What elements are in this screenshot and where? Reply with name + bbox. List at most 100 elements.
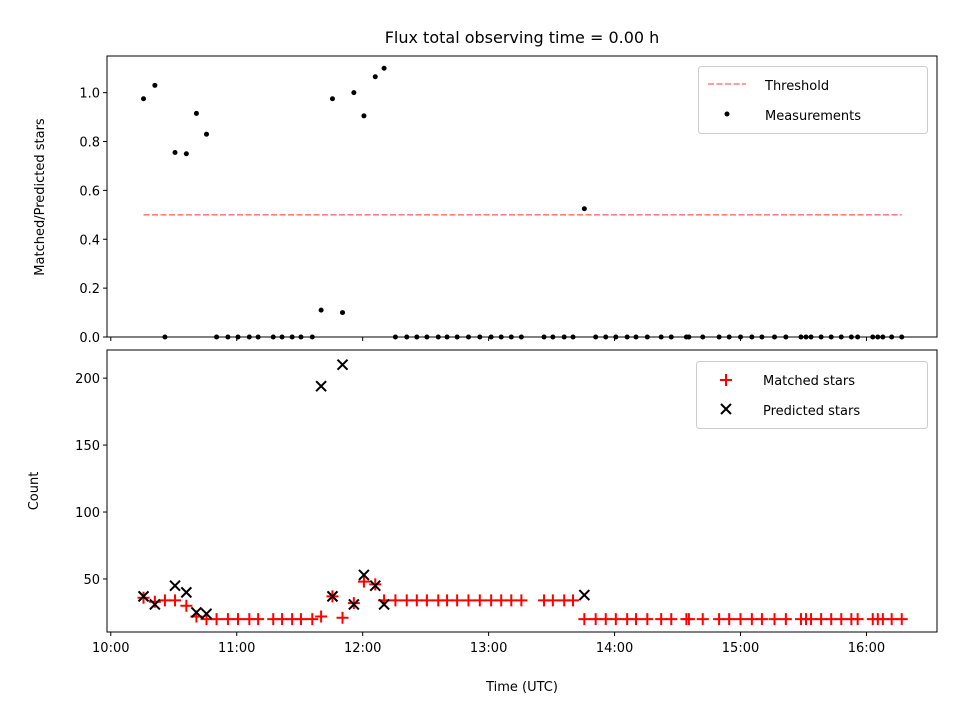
matched-star-point (252, 613, 265, 626)
predicted-star-point (369, 579, 381, 592)
top-axes: 0.0 0.2 0.4 0.6 0.8 1.0 (79, 55, 938, 346)
legend-measurements-label: Measurements (765, 109, 861, 124)
matched-star-point (210, 613, 223, 626)
matched-star-point (441, 594, 454, 607)
legend-matched-label: Matched stars (763, 374, 855, 389)
measurement-point (318, 307, 324, 313)
x-tick-label: 13:00 (470, 641, 507, 656)
matched-star-point (389, 594, 402, 607)
x-tick-label: 11:00 (218, 641, 255, 656)
y-tick-label: 150 (75, 439, 100, 454)
predicted-star-point (358, 569, 370, 581)
matched-star-point (578, 613, 591, 626)
matched-star-point (462, 594, 475, 607)
matched-star-point (169, 594, 182, 607)
matched-star-point (485, 594, 498, 607)
legend-predicted-label: Predicted stars (763, 404, 860, 419)
x-tick-label: 12:00 (344, 641, 381, 656)
matched-star-point (546, 594, 559, 607)
measurement-point (361, 113, 367, 119)
y-tick-label: 0.0 (79, 331, 100, 346)
matched-star-point (655, 613, 668, 626)
y-tick-label: 0.6 (79, 184, 100, 199)
bottom-axes: 50 100 150 200 10:00 11:00 12:00 13:00 14:00 15:0… (75, 349, 938, 656)
predicted-star-point (200, 608, 213, 620)
matched-star-point (231, 613, 244, 626)
predicted-star-point (336, 359, 349, 371)
axes-frame (106, 349, 938, 633)
measurement-point (381, 65, 387, 71)
matched-star-point (779, 613, 792, 626)
y-tick-label: 0.8 (79, 136, 100, 151)
bottom-legend: Matched stars Predicted stars (696, 361, 928, 429)
predicted-star-point (378, 598, 390, 611)
matched-star-point (599, 613, 612, 626)
y-tick-label: 50 (83, 573, 100, 588)
matched-star-point (306, 613, 319, 626)
matched-star-point (805, 613, 818, 626)
matched-star-point (641, 613, 654, 626)
matched-star-point (825, 613, 838, 626)
matched-star-point (734, 613, 747, 626)
legend-threshold-label: Threshold (764, 79, 829, 94)
matched-star-point (696, 613, 709, 626)
legend-measurements-swatch (724, 111, 730, 117)
x-tick-label: 14:00 (596, 641, 633, 656)
matched-star-point (357, 575, 370, 588)
measurement-point (152, 82, 158, 88)
matched-star-point (473, 594, 486, 607)
matched-star-point (158, 594, 171, 607)
legend-predicted-swatch (720, 403, 732, 415)
matched-star-point (420, 594, 433, 607)
x-tick-label: 15:00 (722, 641, 759, 656)
matched-star-point (495, 594, 508, 607)
matched-star-point (745, 613, 758, 626)
matched-star-point (723, 613, 736, 626)
measurement-point (203, 131, 209, 137)
top-legend: Threshold Measurements (698, 66, 928, 134)
chart-title: Flux total observing time = 0.00 h (385, 28, 660, 47)
predicted-star-point (169, 579, 181, 592)
y-tick-label: 1.0 (79, 87, 100, 102)
matched-star-point (768, 613, 781, 626)
top-y-axis-label: Matched/Predicted stars (33, 118, 48, 276)
measurement-point (193, 110, 199, 116)
legend-matched-swatch (720, 374, 732, 386)
measurement-point (372, 74, 378, 80)
matched-star-point (410, 594, 423, 607)
matched-star-point (885, 613, 898, 626)
matched-star-point (609, 613, 622, 626)
predicted-star-point (180, 586, 193, 599)
predicted-star-point (315, 380, 327, 392)
matched-star-point (315, 610, 328, 623)
matched-star-point (835, 613, 848, 626)
matched-star-point (505, 594, 518, 607)
x-axis-label: Time (UTC) (485, 680, 558, 695)
y-tick-label: 0.2 (79, 282, 100, 297)
matched-star-point (515, 594, 528, 607)
matched-star-point (682, 613, 695, 626)
bottom-y-axis-label: Count (27, 472, 42, 511)
measurement-point (351, 90, 357, 96)
matched-star-point (148, 595, 161, 608)
measurement-point (581, 206, 587, 212)
predicted-star-point (137, 590, 150, 603)
matched-star-point (336, 611, 349, 624)
y-tick-label: 100 (75, 506, 100, 521)
measurement-point (172, 150, 178, 156)
matched-star-point (180, 599, 193, 612)
predicted-star-point (149, 598, 161, 611)
predicted-star-point (190, 606, 203, 619)
predicted-star-point (578, 589, 591, 601)
matched-star-point (221, 613, 234, 626)
matched-star-point (400, 594, 413, 607)
axes-frame (106, 55, 938, 338)
matched-star-point (755, 613, 768, 626)
matched-star-point (294, 613, 307, 626)
predicted-star-point (348, 598, 360, 611)
matched-star-point (895, 613, 908, 626)
matched-star-point (815, 613, 828, 626)
matched-star-point (451, 594, 464, 607)
measurement-point (329, 96, 335, 102)
